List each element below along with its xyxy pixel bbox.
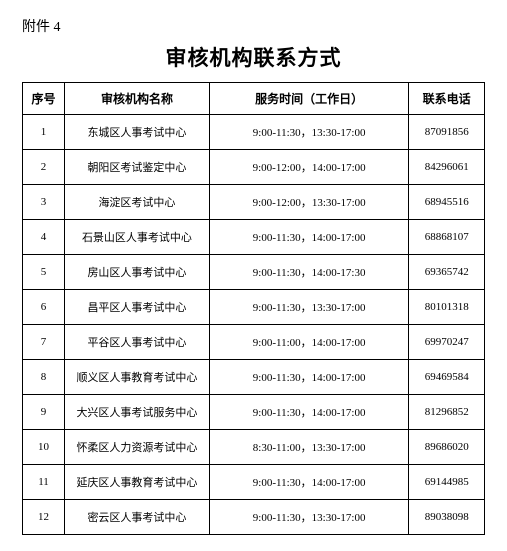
cell-time: 9:00-11:30，14:00-17:00 bbox=[209, 360, 408, 395]
cell-index: 12 bbox=[23, 500, 65, 535]
cell-index: 11 bbox=[23, 465, 65, 500]
cell-index: 4 bbox=[23, 220, 65, 255]
cell-org: 怀柔区人力资源考试中心 bbox=[65, 430, 210, 465]
cell-phone: 68945516 bbox=[409, 185, 485, 220]
cell-index: 3 bbox=[23, 185, 65, 220]
table-row: 1东城区人事考试中心9:00-11:30，13:30-17:0087091856 bbox=[23, 115, 485, 150]
cell-org: 顺义区人事教育考试中心 bbox=[65, 360, 210, 395]
cell-index: 2 bbox=[23, 150, 65, 185]
cell-org: 海淀区考试中心 bbox=[65, 185, 210, 220]
cell-time: 9:00-12:00，14:00-17:00 bbox=[209, 150, 408, 185]
column-header-phone: 联系电话 bbox=[409, 83, 485, 115]
cell-index: 5 bbox=[23, 255, 65, 290]
cell-index: 8 bbox=[23, 360, 65, 395]
cell-phone: 69144985 bbox=[409, 465, 485, 500]
table-row: 3海淀区考试中心9:00-12:00，13:30-17:0068945516 bbox=[23, 185, 485, 220]
cell-phone: 68868107 bbox=[409, 220, 485, 255]
table-row: 10怀柔区人力资源考试中心8:30-11:00，13:30-17:0089686… bbox=[23, 430, 485, 465]
column-header-org: 审核机构名称 bbox=[65, 83, 210, 115]
table-row: 9大兴区人事考试服务中心9:00-11:30，14:00-17:00812968… bbox=[23, 395, 485, 430]
cell-phone: 84296061 bbox=[409, 150, 485, 185]
cell-org: 房山区人事考试中心 bbox=[65, 255, 210, 290]
cell-org: 朝阳区考试鉴定中心 bbox=[65, 150, 210, 185]
cell-time: 9:00-11:30，14:00-17:30 bbox=[209, 255, 408, 290]
cell-phone: 69970247 bbox=[409, 325, 485, 360]
cell-index: 1 bbox=[23, 115, 65, 150]
cell-org: 延庆区人事教育考试中心 bbox=[65, 465, 210, 500]
table-row: 11延庆区人事教育考试中心9:00-11:30，14:00-17:0069144… bbox=[23, 465, 485, 500]
cell-phone: 69365742 bbox=[409, 255, 485, 290]
cell-phone: 69469584 bbox=[409, 360, 485, 395]
cell-time: 9:00-11:00，14:00-17:00 bbox=[209, 325, 408, 360]
cell-org: 石景山区人事考试中心 bbox=[65, 220, 210, 255]
cell-index: 6 bbox=[23, 290, 65, 325]
cell-time: 9:00-12:00，13:30-17:00 bbox=[209, 185, 408, 220]
table-row: 6昌平区人事考试中心9:00-11:30，13:30-17:0080101318 bbox=[23, 290, 485, 325]
table-header-row: 序号 审核机构名称 服务时间（工作日） 联系电话 bbox=[23, 83, 485, 115]
cell-phone: 81296852 bbox=[409, 395, 485, 430]
table-body: 1东城区人事考试中心9:00-11:30，13:30-17:0087091856… bbox=[23, 115, 485, 535]
cell-org: 密云区人事考试中心 bbox=[65, 500, 210, 535]
cell-org: 大兴区人事考试服务中心 bbox=[65, 395, 210, 430]
column-header-time: 服务时间（工作日） bbox=[209, 83, 408, 115]
cell-time: 9:00-11:30，14:00-17:00 bbox=[209, 465, 408, 500]
table-row: 2朝阳区考试鉴定中心9:00-12:00，14:00-17:0084296061 bbox=[23, 150, 485, 185]
cell-time: 9:00-11:30，14:00-17:00 bbox=[209, 220, 408, 255]
cell-org: 平谷区人事考试中心 bbox=[65, 325, 210, 360]
cell-time: 9:00-11:30，13:30-17:00 bbox=[209, 500, 408, 535]
cell-time: 9:00-11:30，13:30-17:00 bbox=[209, 290, 408, 325]
table-row: 7平谷区人事考试中心9:00-11:00，14:00-17:0069970247 bbox=[23, 325, 485, 360]
attachment-label: 附件 4 bbox=[22, 16, 485, 36]
page-title: 审核机构联系方式 bbox=[22, 42, 485, 72]
cell-phone: 87091856 bbox=[409, 115, 485, 150]
cell-phone: 89038098 bbox=[409, 500, 485, 535]
contact-table: 序号 审核机构名称 服务时间（工作日） 联系电话 1东城区人事考试中心9:00-… bbox=[22, 82, 485, 535]
cell-phone: 80101318 bbox=[409, 290, 485, 325]
column-header-index: 序号 bbox=[23, 83, 65, 115]
cell-time: 8:30-11:00，13:30-17:00 bbox=[209, 430, 408, 465]
cell-index: 10 bbox=[23, 430, 65, 465]
cell-phone: 89686020 bbox=[409, 430, 485, 465]
cell-index: 7 bbox=[23, 325, 65, 360]
table-row: 8顺义区人事教育考试中心9:00-11:30，14:00-17:00694695… bbox=[23, 360, 485, 395]
table-row: 5房山区人事考试中心9:00-11:30，14:00-17:3069365742 bbox=[23, 255, 485, 290]
table-row: 4石景山区人事考试中心9:00-11:30，14:00-17:006886810… bbox=[23, 220, 485, 255]
cell-time: 9:00-11:30，14:00-17:00 bbox=[209, 395, 408, 430]
cell-time: 9:00-11:30，13:30-17:00 bbox=[209, 115, 408, 150]
cell-org: 昌平区人事考试中心 bbox=[65, 290, 210, 325]
table-row: 12密云区人事考试中心9:00-11:30，13:30-17:008903809… bbox=[23, 500, 485, 535]
cell-org: 东城区人事考试中心 bbox=[65, 115, 210, 150]
cell-index: 9 bbox=[23, 395, 65, 430]
